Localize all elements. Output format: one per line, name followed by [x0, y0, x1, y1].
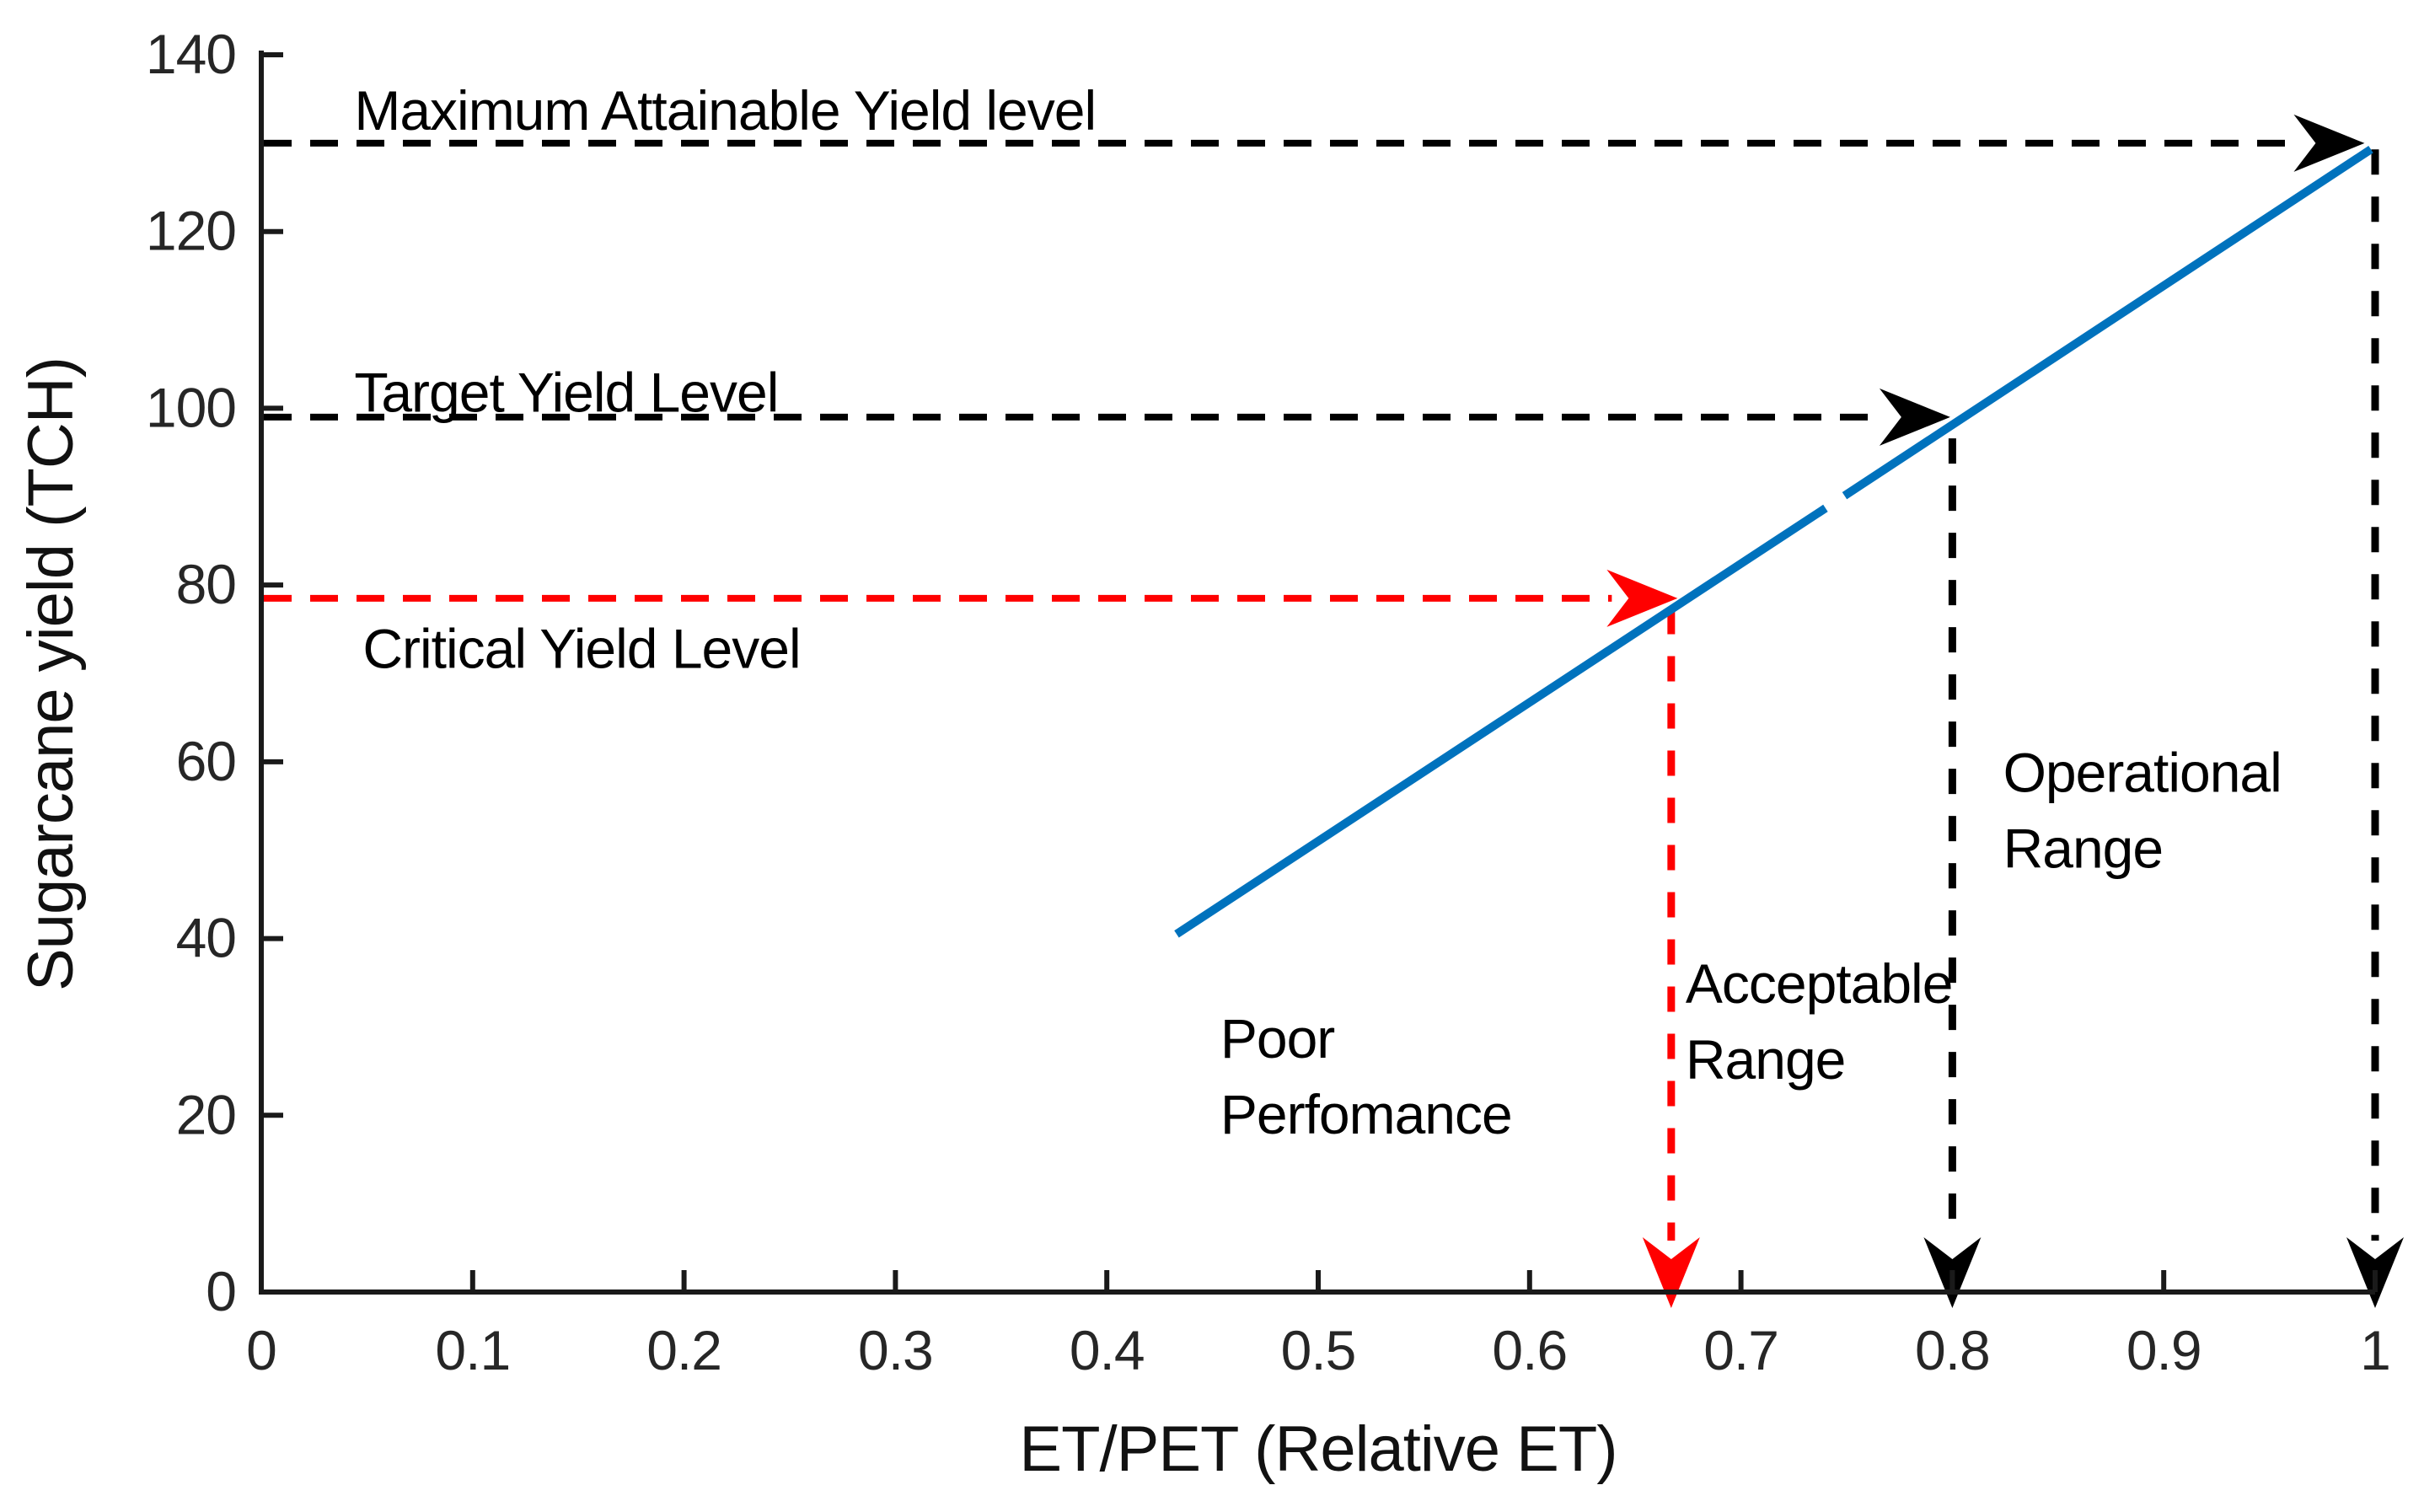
x-axis-title: ET/PET (Relative ET) — [1019, 1413, 1617, 1485]
sugarcane-yield-line — [1174, 504, 1828, 938]
maximum-attainable-yield-line-arrow-icon — [2293, 114, 2365, 172]
acceptable-range-label-line: Range — [1686, 1028, 1846, 1091]
y-tick-label: 80 — [176, 553, 236, 615]
x-tick-label: 0.5 — [1281, 1319, 1356, 1381]
critical-yield-line-label: Critical Yield Level — [362, 618, 800, 680]
critical-yield-line-arrow-icon — [1606, 569, 1678, 627]
acceptable-range-label: Acceptable Range — [1686, 952, 1953, 1091]
x-tick-label: 0.6 — [1492, 1319, 1567, 1381]
y-tick-label: 20 — [176, 1083, 236, 1145]
x-tick-label: 1 — [2360, 1319, 2390, 1381]
y-tick-label: 40 — [176, 907, 236, 969]
x-tick-label: 0.3 — [858, 1319, 933, 1381]
x-tick-label: 0.1 — [435, 1319, 510, 1381]
x-tick-label: 0.4 — [1070, 1319, 1145, 1381]
critical-x-drop-line-arrow-icon — [1642, 1237, 1700, 1308]
operational-range-label-line: Operational — [2003, 742, 2282, 804]
target-yield-line-label: Target Yield Level — [354, 362, 778, 424]
y-tick-label: 100 — [146, 376, 236, 438]
poor-performance-label: Poor Perfomance — [1220, 1007, 1512, 1145]
sugarcane-yield-line — [1842, 146, 2373, 500]
y-tick-label: 120 — [146, 200, 236, 262]
y-tick-label: 140 — [146, 23, 236, 85]
target-yield-line-arrow-icon — [1879, 388, 1950, 446]
x-tick-label: 0.2 — [646, 1319, 721, 1381]
operational-range-label-line: Range — [2003, 818, 2164, 880]
acceptable-range-label-line: Acceptable — [1686, 952, 1953, 1015]
x-tick-label: 0.7 — [1703, 1319, 1778, 1381]
maximum-attainable-yield-line-label: Maximum Attainable Yield level — [354, 79, 1096, 142]
operational-range-label: Operational Range — [2003, 742, 2282, 880]
poor-performance-label-line: Perfomance — [1220, 1083, 1512, 1145]
x-tick-label: 0 — [246, 1319, 276, 1381]
poor-performance-label-line: Poor — [1220, 1007, 1334, 1070]
y-axis-title: Sugarcane yield (TCH) — [15, 357, 87, 991]
y-tick-label: 0 — [206, 1260, 236, 1322]
x-tick-label: 0.8 — [1915, 1319, 1990, 1381]
x-tick-label: 0.9 — [2126, 1319, 2201, 1381]
y-tick-label: 60 — [176, 730, 236, 792]
